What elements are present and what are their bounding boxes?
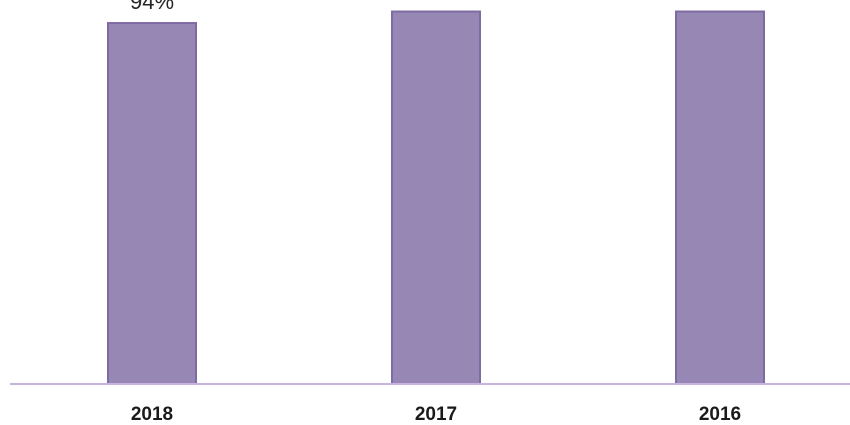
bar-2018 xyxy=(108,23,196,384)
x-tick-labels-group: 2018 2017 2016 xyxy=(131,404,741,425)
x-tick-label-2016: 2016 xyxy=(699,404,741,425)
value-label-2016: 97% xyxy=(698,0,742,3)
x-tick-label-2017: 2017 xyxy=(415,404,457,425)
bar-2017 xyxy=(392,12,480,384)
value-label-2017: 97% xyxy=(414,0,458,3)
value-label-2018: 94% xyxy=(130,0,174,14)
bar-2016 xyxy=(676,12,764,384)
bars-group xyxy=(108,12,764,384)
x-tick-label-2018: 2018 xyxy=(131,404,173,425)
